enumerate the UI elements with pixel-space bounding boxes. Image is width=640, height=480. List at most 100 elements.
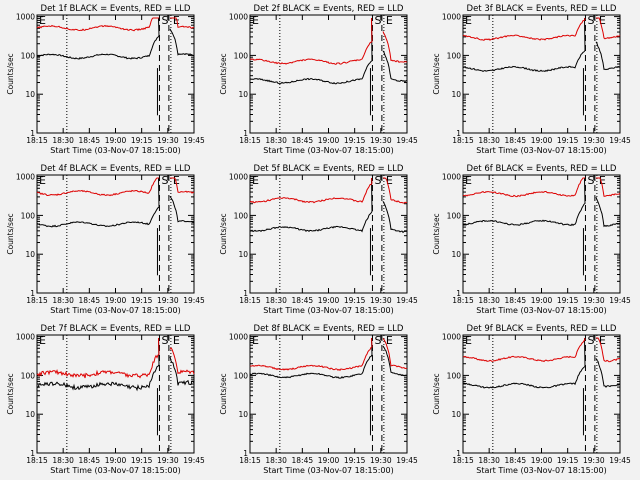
series-lld-line [382, 31, 408, 63]
y-tick-label: 1 [30, 449, 35, 458]
series-lld-line [249, 177, 373, 204]
x-axis-label: Start Time (03-Nov-07 18:15:00) [263, 306, 393, 315]
y-tick-label: 1 [456, 129, 461, 138]
x-axis-label: Start Time (03-Nov-07 18:15:00) [476, 466, 606, 475]
x-tick-label: 19:30 [583, 296, 605, 305]
y-tick-label: 1000 [442, 13, 461, 22]
x-tick-label: 18:30 [265, 456, 287, 465]
y-tick-label: 100 [21, 51, 36, 60]
y-tick-label: 100 [234, 51, 249, 60]
x-axis-label: Start Time (03-Nov-07 18:15:00) [50, 466, 180, 475]
series-events-line [249, 177, 373, 233]
y-tick-label: 100 [21, 211, 36, 220]
series-lld-line [36, 337, 160, 379]
y-tick-label: 10 [451, 250, 461, 259]
y-tick-label: 1000 [16, 173, 35, 182]
x-tick-label: 19:45 [396, 296, 418, 305]
x-tick-label: 18:45 [505, 456, 527, 465]
series-events-line [36, 17, 160, 60]
series-events-line [595, 358, 621, 388]
marker-label: E [173, 14, 180, 27]
marker-label: S [374, 14, 381, 27]
panel-2: Det 2f BLACK = Events, RED = LLD 1 10 100 10… [219, 4, 418, 155]
marker-label: S [374, 174, 381, 187]
marker-label: E [252, 334, 259, 347]
plot-frame [462, 174, 621, 294]
x-axis-label: Start Time (03-Nov-07 18:15:00) [476, 146, 606, 155]
y-tick-label: 1 [30, 129, 35, 138]
marker-label: E [599, 14, 606, 27]
plot-frame [462, 334, 621, 454]
y-axis-label: Counts/sec [6, 213, 15, 254]
x-tick-label: 18:45 [292, 456, 314, 465]
marker-label: E [39, 14, 46, 27]
series-lld-line [596, 177, 621, 197]
marker-label: E [252, 174, 259, 187]
y-axis-label: Counts/sec [219, 213, 228, 254]
x-tick-label: 18:30 [478, 456, 500, 465]
marker-label: S [587, 174, 594, 187]
marker-label: S [374, 334, 381, 347]
plot-frame [249, 174, 408, 294]
x-tick-label: 19:15 [131, 296, 153, 305]
marker-label: S [161, 334, 168, 347]
x-tick-label: 19:30 [157, 296, 179, 305]
x-tick-label: 18:30 [265, 296, 287, 305]
panel-8: Det 8f BLACK = Events, RED = LLD 1 10 100 10… [219, 324, 418, 475]
x-axis-label: Start Time (03-Nov-07 18:15:00) [263, 466, 393, 475]
series-events-line [169, 28, 195, 57]
y-tick-label: 10 [25, 410, 35, 419]
x-tick-label: 19:30 [157, 136, 179, 145]
x-tick-label: 19:45 [183, 136, 205, 145]
panel-title: Det 6f BLACK = Events, RED = LLD [467, 164, 617, 174]
series-events-line [382, 50, 408, 83]
x-tick-label: 19:45 [183, 456, 205, 465]
series-lld-line [382, 338, 408, 370]
series-events-line [382, 345, 408, 377]
series-lld-line [36, 17, 159, 32]
y-tick-label: 100 [234, 211, 249, 220]
x-tick-label: 19:45 [396, 136, 418, 145]
y-tick-label: 1000 [229, 333, 248, 342]
x-tick-label: 19:30 [370, 456, 392, 465]
x-tick-label: 18:45 [292, 296, 314, 305]
y-axis-label: Counts/sec [432, 373, 441, 414]
series-events-line [382, 200, 408, 234]
series-events-line [462, 17, 586, 72]
series-events-line [595, 197, 620, 228]
y-tick-label: 100 [21, 371, 36, 380]
x-axis-label: Start Time (03-Nov-07 18:15:00) [50, 146, 180, 155]
series-lld-line [249, 337, 373, 372]
x-tick-label: 19:00 [531, 136, 553, 145]
x-tick-label: 19:00 [531, 456, 553, 465]
series-lld-line [170, 177, 194, 194]
x-tick-label: 18:15 [26, 296, 48, 305]
x-tick-label: 18:45 [79, 136, 101, 145]
x-tick-label: 18:30 [478, 296, 500, 305]
marker-label: S [587, 334, 594, 347]
y-tick-label: 100 [447, 211, 462, 220]
x-tick-label: 19:15 [131, 456, 153, 465]
marker-label: S [587, 14, 594, 27]
y-tick-label: 100 [447, 371, 462, 380]
y-tick-label: 100 [234, 371, 249, 380]
x-tick-label: 18:30 [265, 136, 287, 145]
x-tick-label: 19:00 [318, 296, 340, 305]
x-axis-label: Start Time (03-Nov-07 18:15:00) [263, 146, 393, 155]
x-tick-label: 19:45 [609, 456, 631, 465]
marker-label: E [39, 334, 46, 347]
plot-frame [36, 174, 195, 294]
y-tick-label: 10 [238, 410, 248, 419]
x-axis-label: Start Time (03-Nov-07 18:15:00) [476, 306, 606, 315]
x-tick-label: 19:00 [105, 456, 127, 465]
x-tick-label: 18:15 [239, 136, 261, 145]
panel-6: Det 6f BLACK = Events, RED = LLD 1 10 100 10… [432, 164, 631, 315]
x-tick-label: 18:15 [452, 136, 474, 145]
panel-5: Det 5f BLACK = Events, RED = LLD 1 10 100 10… [219, 164, 418, 315]
marker-label: E [386, 174, 393, 187]
x-tick-label: 19:15 [344, 456, 366, 465]
series-events-line [595, 41, 621, 71]
marker-label: E [386, 334, 393, 347]
x-tick-label: 19:15 [557, 456, 579, 465]
